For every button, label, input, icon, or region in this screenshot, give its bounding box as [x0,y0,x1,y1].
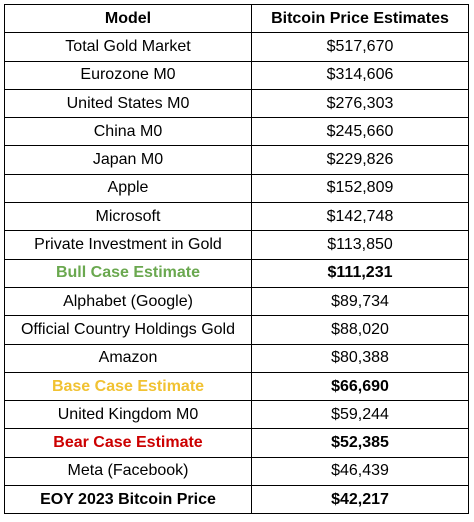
row: Bull Case Estimate $111,231 [4,258,469,288]
model-cell: Alphabet (Google) [4,286,252,317]
price-cell: $245,660 [251,117,469,147]
row: China M0 $245,660 [4,117,469,147]
row: Japan M0 $229,826 [4,145,469,175]
model-cell: Bull Case Estimate [4,258,252,288]
row: Private Investment in Gold $113,850 [4,230,469,260]
price-cell: $314,606 [251,60,469,90]
model-cell: Meta (Facebook) [4,456,252,487]
model-cell: Official Country Holdings Gold [4,315,252,345]
price-cell: $89,734 [251,286,469,317]
model-cell: Private Investment in Gold [4,230,252,260]
price-cell: $46,439 [251,456,469,487]
price-cell: $517,670 [251,32,469,62]
row: Eurozone M0 $314,606 [4,60,469,90]
header-cell: Model [4,3,252,34]
row: Amazon $80,388 [4,343,469,373]
price-cell: $152,809 [251,173,469,204]
price-cell: $113,850 [251,230,469,260]
model-cell: Japan M0 [4,145,252,175]
price-cell: $276,303 [251,88,469,119]
model-cell: United Kingdom M0 [4,400,252,430]
model-cell: United States M0 [4,88,252,119]
model-cell: China M0 [4,117,252,147]
row: Official Country Holdings Gold $88,020 [4,315,469,345]
model-cell: Total Gold Market [4,32,252,62]
row: Microsoft $142,748 [4,202,469,232]
price-cell: $111,231 [251,258,469,288]
row: Alphabet (Google) $89,734 [4,286,469,317]
estimates-table: Model Bitcoin Price Estimates Total Gold… [4,3,469,515]
row: United Kingdom M0 $59,244 [4,400,469,430]
model-cell: Microsoft [4,202,252,232]
price-cell: $88,020 [251,315,469,345]
model-cell: EOY 2023 Bitcoin Price [4,485,252,515]
price-cell: $229,826 [251,145,469,175]
header-row: Model Bitcoin Price Estimates [4,3,469,34]
price-cell: $59,244 [251,400,469,430]
price-cell: $42,217 [251,485,469,515]
model-cell: Apple [4,173,252,204]
row: United States M0 $276,303 [4,88,469,119]
row: Meta (Facebook) $46,439 [4,456,469,487]
model-cell: Eurozone M0 [4,60,252,90]
row: Bear Case Estimate $52,385 [4,428,469,458]
model-cell: Base Case Estimate [4,371,252,402]
price-cell: $52,385 [251,428,469,458]
price-cell: $142,748 [251,202,469,232]
row: Total Gold Market $517,670 [4,32,469,62]
row: EOY 2023 Bitcoin Price $42,217 [4,485,469,515]
model-cell: Amazon [4,343,252,373]
row: Base Case Estimate $66,690 [4,371,469,402]
header-cell: Bitcoin Price Estimates [251,3,469,34]
row: Apple $152,809 [4,173,469,204]
price-cell: $66,690 [251,371,469,402]
price-cell: $80,388 [251,343,469,373]
model-cell: Bear Case Estimate [4,428,252,458]
